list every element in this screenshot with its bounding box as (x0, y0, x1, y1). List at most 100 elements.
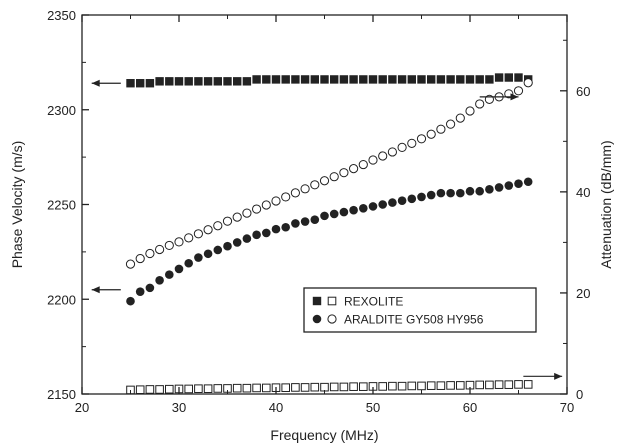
data-point (165, 77, 174, 86)
data-point (145, 248, 155, 259)
x-tick-label-0: 20 (75, 400, 89, 415)
data-point (125, 259, 136, 269)
data-point (494, 183, 504, 192)
arrow-head (91, 79, 100, 87)
legend-label-1: ARALDITE GY508 HY956 (344, 313, 484, 327)
data-point (329, 172, 339, 182)
data-point (155, 385, 164, 394)
data-point (417, 75, 426, 84)
data-point (223, 241, 232, 251)
data-point (300, 383, 310, 392)
data-point (213, 221, 223, 231)
data-point (514, 179, 523, 188)
data-point (407, 381, 417, 391)
data-point (349, 382, 358, 391)
data-point (155, 244, 165, 255)
data-point (232, 238, 242, 247)
y-right-tick-label-3: 60 (576, 84, 590, 99)
data-point (456, 188, 465, 198)
data-point (339, 382, 349, 392)
data-point (339, 75, 349, 84)
legend-marker-filled-0 (312, 296, 322, 306)
data-point (359, 75, 368, 84)
data-point (232, 383, 242, 393)
legend-box (303, 287, 537, 333)
data-point (417, 381, 426, 391)
data-point (291, 75, 300, 84)
data-point (446, 75, 455, 84)
data-point (194, 384, 203, 393)
data-point (330, 75, 339, 84)
data-point (213, 245, 223, 255)
data-point (475, 75, 484, 84)
data-point (513, 86, 524, 96)
y-right-tick-label-0: 0 (576, 387, 583, 402)
data-point (446, 188, 455, 198)
plot-marks (125, 73, 533, 395)
data-point (417, 192, 426, 202)
data-point (145, 79, 155, 88)
data-point (475, 99, 485, 109)
x-axis-label: Frequency (MHz) (270, 427, 378, 443)
data-point (339, 168, 349, 178)
data-point (485, 75, 494, 84)
data-point (271, 75, 281, 84)
series-3 (125, 78, 533, 269)
data-point (291, 219, 300, 228)
legend-marker-open-0 (327, 296, 337, 306)
data-point (252, 383, 261, 393)
data-point (475, 186, 485, 196)
data-point (271, 196, 281, 206)
data-point (485, 185, 494, 194)
data-point (290, 188, 300, 198)
data-point (223, 77, 232, 86)
data-point (242, 383, 252, 393)
data-point (126, 296, 135, 306)
y-left-tick-label-3: 2300 (47, 103, 76, 118)
data-point (397, 75, 407, 84)
data-point (184, 258, 193, 268)
data-point (174, 77, 184, 86)
data-point (164, 240, 174, 251)
data-point (504, 380, 514, 389)
data-point (358, 159, 368, 170)
data-point (300, 75, 310, 84)
data-point (378, 200, 388, 209)
data-point (465, 106, 475, 116)
axis-ticks: 20 30 40 50 60 70 2150 2200 2250 2300 2350 0 20 40 60 (47, 8, 590, 415)
data-point (320, 382, 329, 392)
data-point (465, 75, 475, 84)
data-point (397, 381, 407, 391)
y-right-tick-label-2: 40 (576, 185, 590, 200)
data-point (310, 382, 320, 392)
arrow-left-2 (91, 286, 121, 294)
data-point (407, 194, 417, 204)
data-point (281, 192, 291, 202)
data-point (436, 124, 446, 134)
data-point (145, 385, 155, 394)
x-tick-label-1: 30 (172, 400, 186, 415)
data-point (213, 77, 222, 86)
data-point (368, 155, 378, 165)
data-point (242, 208, 252, 218)
data-point (145, 283, 155, 293)
data-point (320, 75, 329, 84)
y-right-tick-label-1: 20 (576, 286, 590, 301)
y-axis-label-left: Phase Velocity (m/s) (9, 141, 25, 269)
arrow-right-3 (523, 372, 563, 380)
data-point (300, 217, 310, 226)
x-tick-label-3: 50 (366, 400, 380, 415)
data-point (320, 211, 329, 221)
data-point (485, 380, 494, 390)
data-point (514, 73, 523, 82)
data-point (388, 75, 397, 84)
data-point (262, 228, 271, 238)
data-point (184, 384, 193, 394)
data-point (378, 75, 387, 84)
data-point (203, 225, 213, 235)
data-point (184, 233, 194, 243)
data-point (494, 73, 504, 82)
data-point (378, 382, 387, 391)
legend: REXOLITE ARALDITE GY508 HY956 (303, 287, 537, 333)
